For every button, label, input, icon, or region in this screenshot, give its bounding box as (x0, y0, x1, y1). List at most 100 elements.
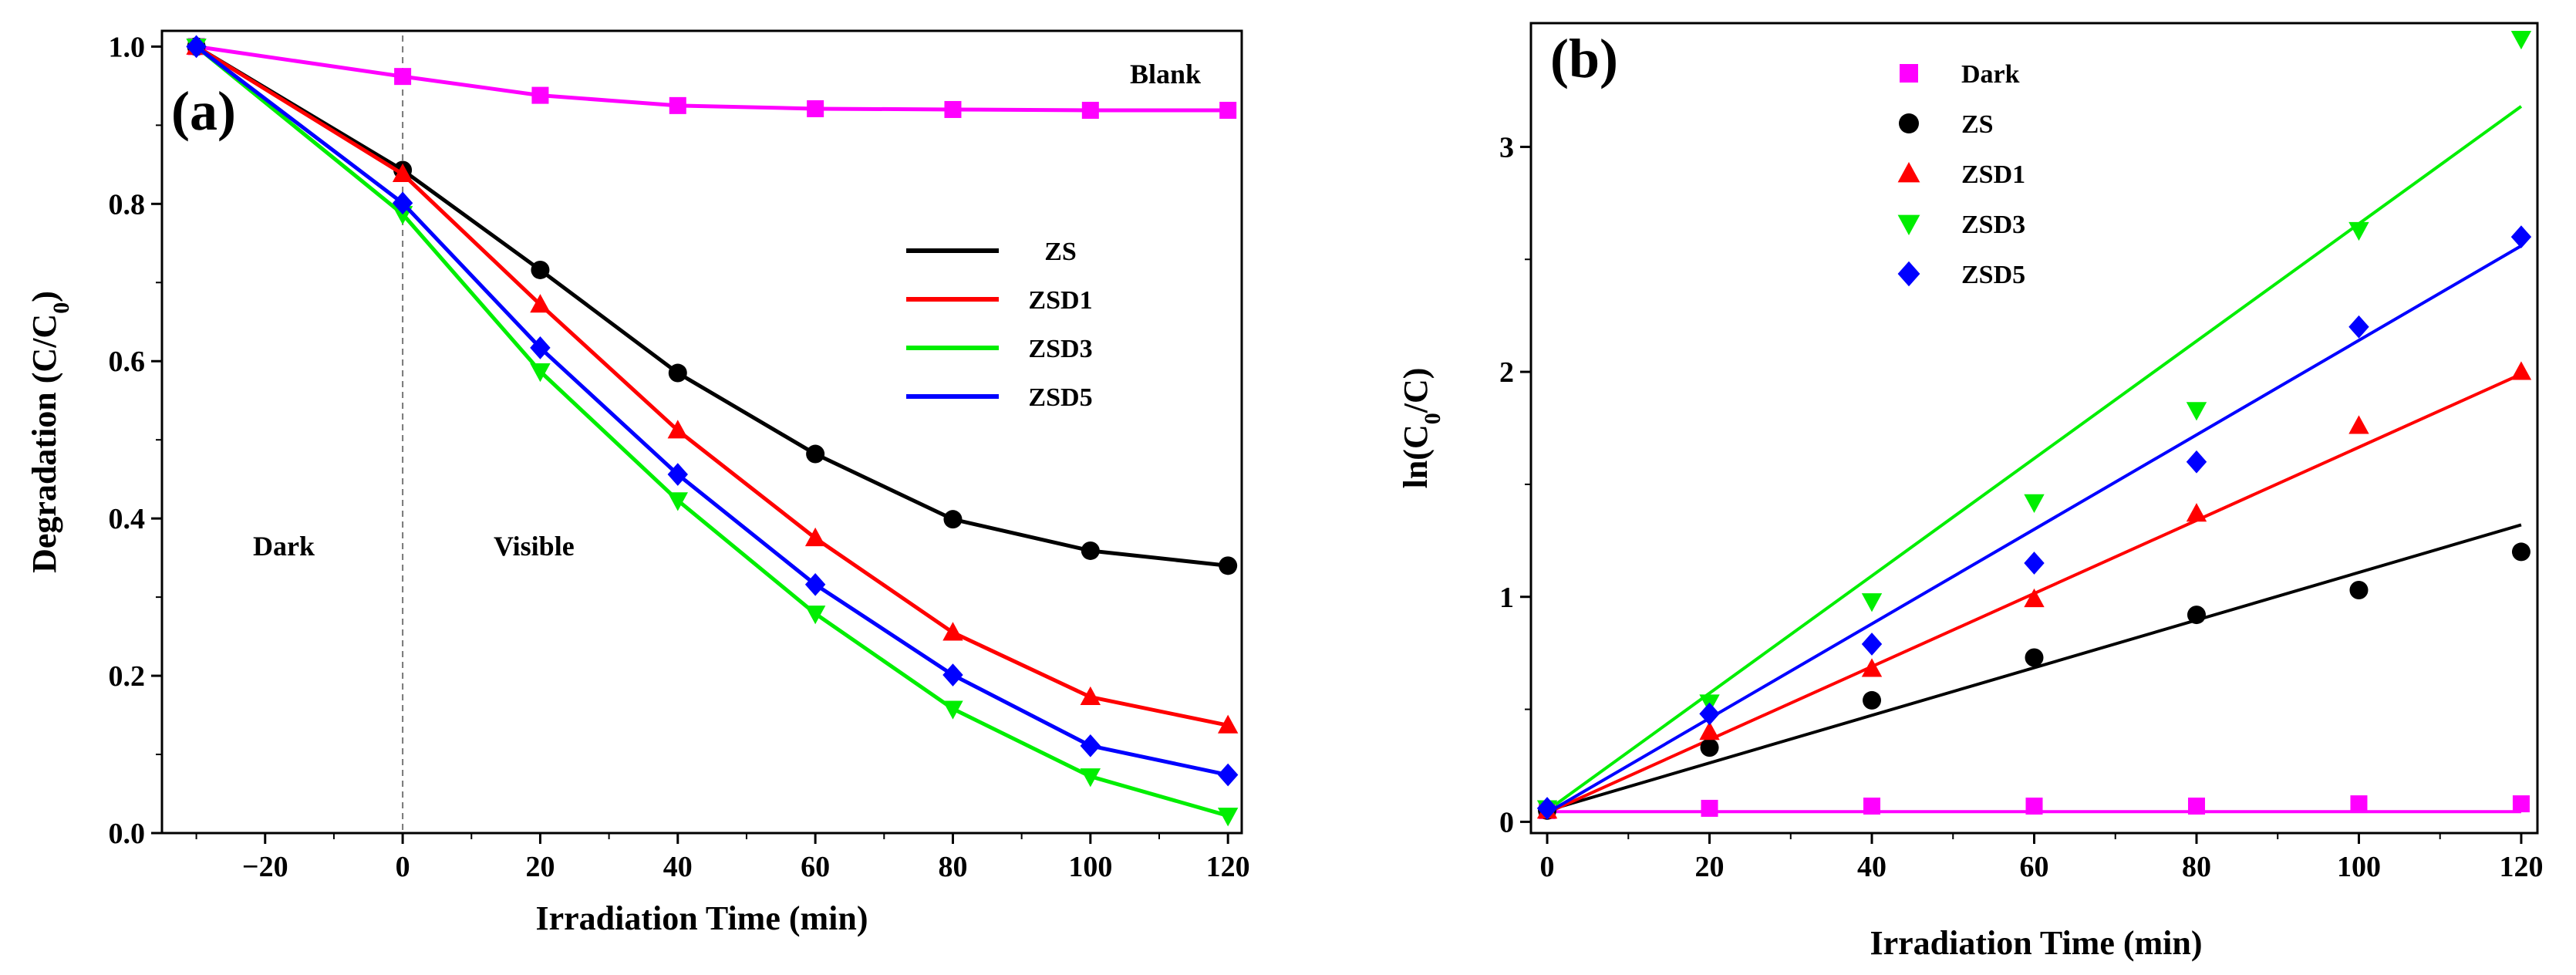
data-point-zsd5 (1536, 797, 1558, 820)
panel-a-frame (160, 29, 1243, 835)
panel-a-x-axis-label: Irradiation Time (min) (535, 899, 868, 937)
data-point-zsd5 (2348, 315, 2369, 339)
panel-b-y-label-sub: 0 (1420, 413, 1445, 424)
data-point-zsd5 (530, 336, 551, 359)
data-point-blank (944, 100, 962, 118)
legend-marker-dark (1900, 64, 1918, 83)
fit-line-zsd3 (1546, 105, 2523, 812)
data-point-zs (2349, 581, 2369, 599)
data-point-zsd3 (942, 700, 963, 720)
legend-label-zsd5: ZSD5 (1028, 383, 1092, 412)
data-point-blank (394, 68, 412, 86)
data-point-zsd5 (1699, 702, 1720, 726)
data-point-zsd3 (2024, 494, 2045, 513)
x-tick-label: 80 (938, 851, 967, 883)
data-point-zsd5 (1861, 633, 1883, 656)
panel-a-chart: −20 0 20 40 60 80 100 120 0.0 0.2 0.4 0.6 0.8 1.0 (a)… (25, 29, 1250, 937)
data-point-blank (1081, 101, 1099, 119)
data-point-zsd5 (2510, 225, 2532, 248)
y-tick-label: 0.6 (109, 346, 146, 378)
legend-label-dark: Dark (1961, 60, 2020, 89)
data-point-zsd1 (1861, 658, 1883, 677)
data-point-dark (2025, 798, 2043, 815)
x-tick-label: 20 (1695, 851, 1725, 883)
data-point-zsd1 (392, 163, 413, 183)
panel-a-y-axis-label: Degradation (C/C0) (25, 291, 74, 573)
data-point-zsd5 (186, 35, 207, 59)
data-point-zs (1863, 690, 1882, 710)
legend-label-zsd3: ZSD3 (1961, 211, 2025, 239)
legend-marker-zsd3 (1897, 214, 1920, 235)
panel-b-series (1536, 30, 2532, 820)
x-tick-label: 20 (525, 851, 555, 883)
panel-a-y-label-tail: ) (25, 291, 63, 302)
x-tick-label: 0 (1540, 851, 1555, 883)
data-point-zsd3 (1861, 593, 1883, 612)
legend-label-zsd1: ZSD1 (1028, 286, 1092, 315)
legend-marker-zsd1 (1897, 162, 1920, 183)
data-point-zsd5 (942, 663, 963, 687)
data-point-zsd5 (1080, 734, 1101, 757)
legend-label-zsd3: ZSD3 (1028, 335, 1092, 363)
y-tick-label: 1.0 (109, 31, 146, 63)
data-point-blank (807, 100, 824, 117)
data-point-zsd1 (2510, 361, 2532, 380)
data-point-zsd3 (2510, 30, 2532, 50)
data-point-zs (1700, 738, 1719, 757)
data-point-zsd1 (667, 420, 688, 439)
panel-a-y-label-main: Degradation (C/C (25, 314, 63, 573)
x-tick-label: 60 (2020, 851, 2049, 883)
panel-b-ticks: 0 20 40 60 80 100 120 0 1 2 3 (1499, 131, 2543, 883)
panel-a-legend: ZS ZSD1 ZSD3 ZSD5 (906, 238, 1093, 412)
data-point-dark (1701, 799, 1718, 817)
data-point-zs (668, 363, 687, 383)
data-point-zsd3 (1217, 808, 1239, 827)
annotation-visible: Visible (494, 531, 575, 562)
series-line-blank (196, 44, 1229, 113)
data-point-zsd3 (1080, 768, 1101, 788)
data-point-zsd1 (942, 622, 963, 641)
x-tick-label: 100 (2337, 851, 2381, 883)
data-point-zs (806, 444, 825, 464)
panel-b-y-label-tail: /C) (1397, 368, 1435, 414)
data-point-zsd3 (2348, 221, 2369, 241)
data-point-zs (531, 260, 550, 279)
data-point-dark (2512, 795, 2530, 813)
x-tick-label: 60 (801, 851, 830, 883)
fit-line-zs (1546, 523, 2522, 812)
data-point-zsd5 (1217, 763, 1239, 787)
panel-b-y-axis-label: ln(C0/C) (1397, 368, 1445, 489)
data-point-zsd3 (804, 606, 826, 625)
x-tick-label: 120 (2499, 851, 2543, 883)
x-tick-label: −20 (242, 851, 288, 883)
data-point-zsd5 (667, 463, 688, 486)
panel-b-legend: Dark ZS ZSD1 ZSD3 ZSD5 (1897, 60, 2025, 289)
legend-label-zs: ZS (1961, 110, 1994, 139)
data-point-zsd3 (2186, 402, 2207, 421)
legend-marker-zs (1899, 113, 1919, 133)
data-point-zs (2025, 648, 2044, 667)
data-point-blank (1219, 101, 1237, 119)
legend-marker-zsd5 (1897, 261, 1920, 287)
panel-b-chart: 0 20 40 60 80 100 120 0 1 2 3 (b) Dark ZS ZSD1 ZSD3 ZS… (1397, 22, 2543, 962)
panel-b-y-label-main: ln(C (1397, 424, 1435, 488)
data-point-zsd3 (667, 492, 688, 511)
x-tick-label: 100 (1068, 851, 1112, 883)
data-point-zsd1 (2024, 588, 2045, 608)
data-point-zsd5 (804, 572, 826, 596)
data-point-blank (669, 96, 686, 114)
data-point-zsd1 (804, 527, 826, 547)
data-point-zsd1 (2186, 503, 2207, 522)
panel-b-label: (b) (1550, 28, 1618, 89)
legend-label-zsd5: ZSD5 (1961, 261, 2025, 289)
y-tick-label: 1 (1499, 582, 1514, 614)
data-point-zsd1 (1080, 686, 1101, 706)
x-tick-label: 40 (663, 851, 693, 883)
x-tick-label: 0 (396, 851, 410, 883)
y-tick-label: 0.8 (109, 188, 146, 221)
legend-label-zsd1: ZSD1 (1961, 160, 2025, 189)
annotation-blank: Blank (1130, 59, 1201, 89)
panel-a-series (186, 35, 1239, 827)
data-point-zs (1081, 541, 1100, 560)
data-point-zs (2187, 606, 2206, 625)
